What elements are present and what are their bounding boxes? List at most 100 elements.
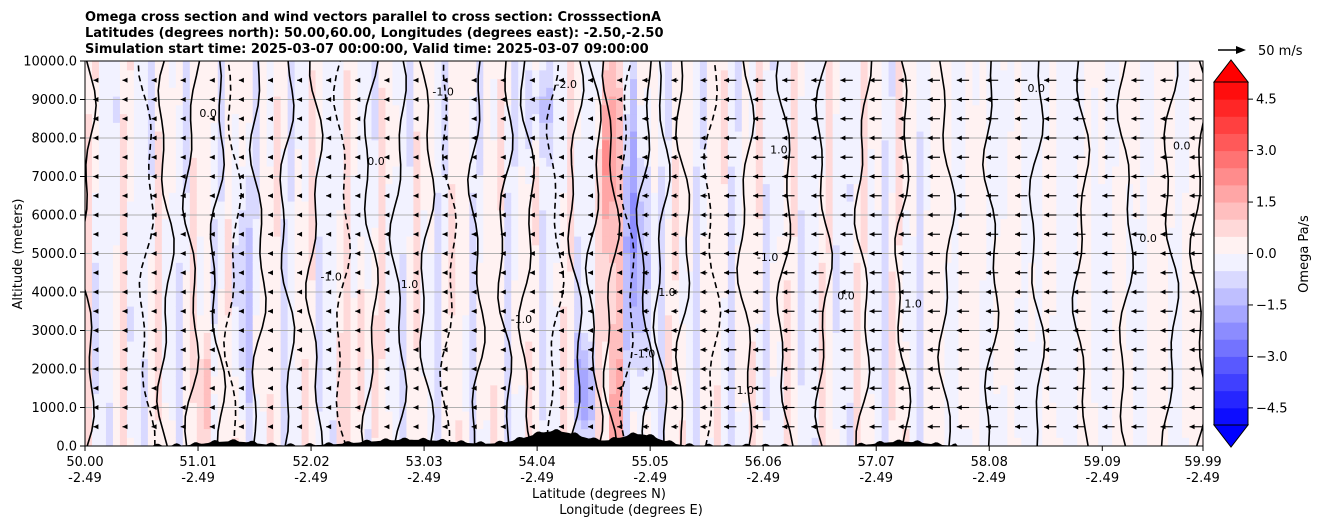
omega-cell xyxy=(685,262,694,272)
omega-cell xyxy=(490,376,498,386)
omega-cell xyxy=(280,87,289,97)
omega-cell xyxy=(161,244,170,255)
omega-cell xyxy=(560,69,568,80)
omega-cell xyxy=(343,367,352,377)
omega-cell xyxy=(727,349,736,360)
omega-cell xyxy=(126,279,135,290)
omega-cell xyxy=(357,332,366,342)
omega-cell xyxy=(266,393,275,403)
omega-cell xyxy=(385,297,394,307)
omega-cell xyxy=(343,192,352,202)
omega-cell xyxy=(217,332,226,342)
omega-cell xyxy=(273,78,282,88)
omega-cell xyxy=(133,113,142,123)
omega-cell xyxy=(741,122,750,132)
omega-cell xyxy=(294,376,303,386)
omega-cell xyxy=(112,437,121,446)
omega-cell xyxy=(588,61,596,71)
omega-cell xyxy=(860,183,869,193)
omega-cell xyxy=(343,104,352,115)
omega-cell xyxy=(119,271,128,281)
omega-cell xyxy=(98,209,107,220)
omega-cell xyxy=(168,122,177,132)
omega-cell xyxy=(301,96,310,106)
omega-cell xyxy=(329,122,338,132)
omega-cell xyxy=(378,174,387,185)
omega-cell xyxy=(322,271,331,281)
omega-cell xyxy=(720,393,729,403)
omega-cell xyxy=(490,227,498,237)
omega-cell xyxy=(783,358,792,368)
omega-cell xyxy=(287,87,296,97)
omega-cell xyxy=(441,244,449,255)
omega-cell xyxy=(609,148,617,158)
omega-cell xyxy=(678,139,687,150)
omega-cell xyxy=(413,174,421,185)
omega-cell xyxy=(85,244,93,255)
omega-cell xyxy=(140,87,149,97)
omega-cell xyxy=(91,341,100,351)
omega-cell xyxy=(644,419,652,430)
omega-cell xyxy=(692,402,701,412)
omega-cell xyxy=(98,139,107,150)
omega-cell xyxy=(567,428,575,438)
omega-cell xyxy=(189,174,198,185)
omega-cell xyxy=(609,402,617,412)
omega-cell xyxy=(664,148,673,158)
omega-cell xyxy=(853,96,862,106)
omega-cell xyxy=(825,279,834,290)
omega-cell xyxy=(860,131,869,141)
omega-cell xyxy=(616,157,624,167)
omega-cell xyxy=(420,393,428,403)
omega-cell xyxy=(182,209,191,220)
omega-cell xyxy=(189,183,198,193)
omega-cell xyxy=(147,174,156,185)
omega-cell xyxy=(755,104,764,115)
omega-cell xyxy=(685,419,694,430)
omega-cell xyxy=(105,314,114,325)
omega-cell xyxy=(259,341,268,351)
omega-cell xyxy=(650,279,659,290)
omega-cell xyxy=(790,218,799,228)
omega-cell xyxy=(210,376,219,386)
omega-cell xyxy=(434,104,442,115)
omega-cell xyxy=(294,367,303,377)
omega-cell xyxy=(657,244,666,255)
omega-cell xyxy=(839,69,848,80)
omega-cell xyxy=(630,148,638,158)
omega-cell xyxy=(399,236,408,246)
omega-cell xyxy=(609,131,617,141)
omega-cell xyxy=(706,227,715,237)
omega-cell xyxy=(818,183,827,193)
omega-cell xyxy=(406,218,415,228)
omega-cell xyxy=(692,358,701,368)
omega-cell xyxy=(567,61,575,71)
omega-cell xyxy=(532,411,540,421)
omega-cell xyxy=(783,306,792,316)
omega-cell xyxy=(385,166,394,176)
omega-cell xyxy=(392,61,401,71)
omega-cell xyxy=(685,411,694,421)
omega-cell xyxy=(720,122,729,132)
omega-cell xyxy=(818,244,827,255)
omega-cell xyxy=(588,393,596,403)
omega-cell xyxy=(350,402,359,412)
omega-cell xyxy=(783,367,792,377)
omega-cell xyxy=(406,279,415,290)
omega-cell xyxy=(644,139,652,150)
omega-cell xyxy=(504,297,512,307)
omega-cell xyxy=(769,384,778,395)
omega-cell xyxy=(350,148,359,158)
omega-cell xyxy=(287,139,296,150)
omega-cell xyxy=(287,61,296,71)
omega-cell xyxy=(637,157,645,167)
omega-cell xyxy=(448,419,456,430)
omega-cell xyxy=(287,297,296,307)
omega-cell xyxy=(671,139,680,150)
omega-cell xyxy=(790,183,799,193)
omega-cell xyxy=(644,192,652,202)
omega-cell xyxy=(140,306,149,316)
omega-cell xyxy=(315,349,324,360)
omega-cell xyxy=(238,166,247,176)
omega-cell xyxy=(427,131,435,141)
